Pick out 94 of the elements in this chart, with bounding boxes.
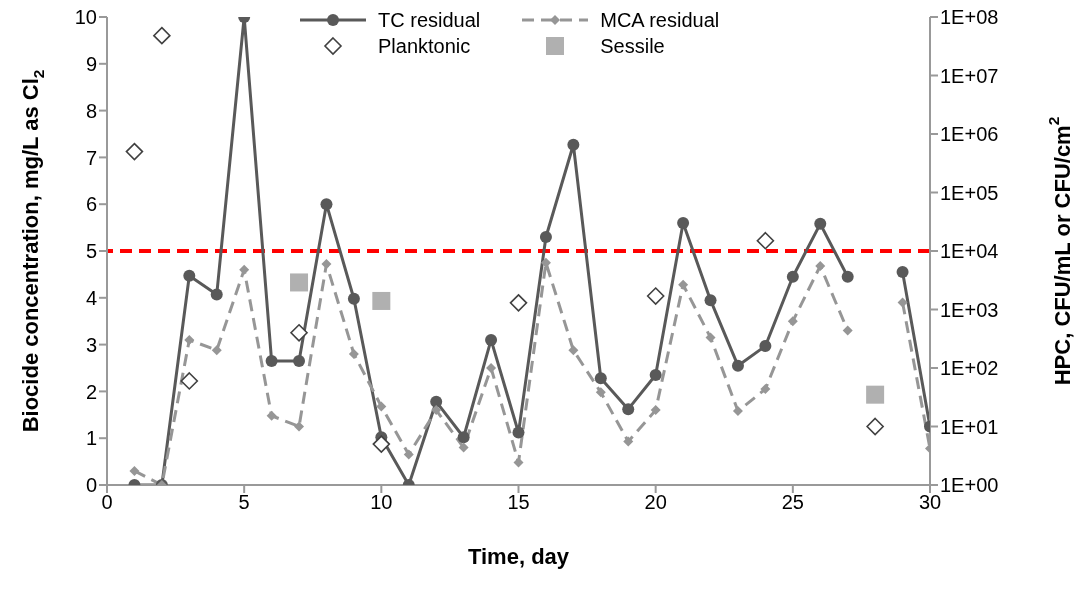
point — [678, 279, 689, 290]
point — [650, 405, 661, 416]
point — [623, 436, 634, 447]
point — [760, 384, 771, 395]
point — [704, 294, 717, 307]
legend-label: MCA residual — [600, 8, 720, 32]
point — [814, 217, 827, 230]
y-tick-label: 7 — [85, 146, 97, 169]
point — [567, 138, 580, 151]
point — [866, 385, 885, 404]
point — [677, 216, 690, 229]
point — [622, 403, 635, 416]
point — [239, 264, 250, 275]
point — [759, 340, 772, 352]
y2-tick-label: 1E+06 — [940, 123, 999, 146]
x-tick-label: 25 — [781, 491, 804, 514]
point — [321, 259, 332, 270]
point — [842, 325, 853, 336]
y-tick-label: 4 — [85, 286, 97, 309]
point — [646, 287, 665, 305]
x-axis-title: Time, day — [467, 544, 570, 569]
point — [756, 231, 775, 250]
y2-tick-label: 1E+03 — [940, 298, 999, 321]
y-tick-label: 3 — [85, 333, 97, 356]
point — [786, 270, 799, 283]
point — [705, 332, 716, 343]
point — [180, 372, 199, 390]
point — [512, 426, 525, 439]
point — [430, 395, 443, 408]
point — [266, 410, 277, 421]
point — [568, 345, 579, 356]
y2-tick-label: 1E+02 — [940, 357, 999, 380]
x-tick-label: 0 — [101, 491, 113, 514]
point — [540, 257, 551, 268]
y2-tick-label: 1E+01 — [940, 415, 999, 438]
point — [183, 269, 196, 282]
point — [265, 354, 278, 367]
point — [348, 348, 359, 359]
y-tick-label: 9 — [85, 52, 97, 75]
point — [649, 369, 662, 382]
x-tick-label: 10 — [370, 491, 393, 514]
y2-tick-label: 1E+00 — [940, 474, 999, 497]
point — [210, 288, 223, 301]
legend-label: TC residual — [378, 8, 481, 32]
point — [509, 294, 528, 312]
y2-tick-label: 1E+04 — [940, 240, 999, 263]
y2-tick-label: 1E+08 — [940, 6, 999, 29]
point — [320, 198, 333, 211]
point — [372, 435, 391, 453]
point — [897, 297, 908, 308]
point — [184, 334, 195, 345]
point — [595, 387, 606, 398]
point — [787, 316, 798, 327]
point — [403, 449, 414, 460]
point — [347, 292, 360, 305]
point — [732, 406, 743, 417]
y-tick-label: 10 — [74, 6, 97, 29]
y2-tick-label: 1E+05 — [940, 181, 999, 204]
y-tick-label: 8 — [85, 99, 97, 122]
point — [896, 266, 909, 279]
y2-tick-label: 1E+07 — [940, 64, 999, 87]
point — [431, 405, 442, 416]
point — [293, 354, 306, 367]
point — [866, 417, 884, 436]
point — [841, 270, 854, 283]
x-tick-label: 20 — [644, 491, 667, 514]
point — [594, 372, 607, 385]
point — [153, 26, 171, 45]
x-tick-label: 30 — [918, 491, 942, 514]
point — [815, 260, 826, 271]
y-tick-label: 0 — [85, 474, 97, 497]
y-tick-label: 1 — [85, 427, 97, 450]
point — [731, 359, 744, 372]
point — [372, 291, 391, 310]
y-tick-label: 2 — [85, 380, 97, 403]
y-tick-label: 6 — [85, 193, 97, 216]
point — [457, 431, 470, 444]
point — [129, 465, 140, 476]
point — [513, 457, 524, 468]
legend-label: Sessile — [600, 34, 665, 58]
legend-label: Planktonic — [378, 34, 471, 58]
x-tick-label: 5 — [238, 491, 250, 514]
point — [485, 333, 498, 346]
point — [458, 442, 469, 453]
x-tick-label: 15 — [507, 491, 530, 514]
point — [290, 323, 308, 342]
point — [539, 230, 552, 243]
point — [486, 363, 497, 373]
point — [294, 421, 305, 432]
y-tick-label: 5 — [85, 240, 97, 263]
point — [211, 345, 222, 356]
point — [125, 142, 144, 161]
point — [290, 273, 309, 292]
point — [376, 401, 387, 412]
